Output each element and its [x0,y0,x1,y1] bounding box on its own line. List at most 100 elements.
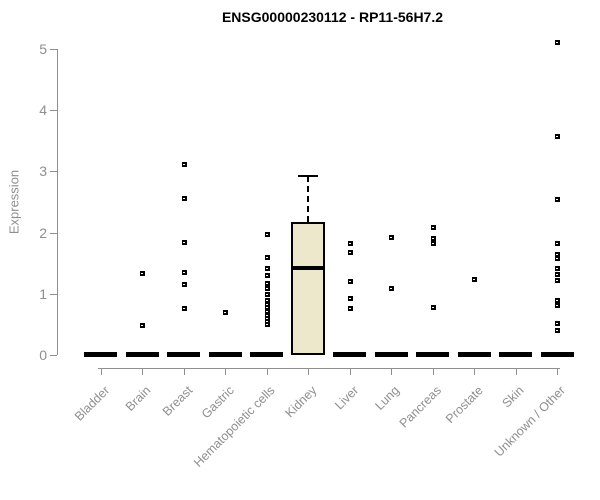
outlier-point [264,280,270,286]
x-axis-tick [308,368,310,375]
outlier-point [347,241,353,246]
x-axis-line [97,368,561,369]
x-tick-label: Bladder [71,383,112,424]
outlier-point [555,327,561,333]
y-tick-label: 2 [39,224,47,241]
outlier-point [347,249,353,255]
outlier-point [181,162,187,168]
y-axis-tick [50,110,57,112]
outlier-point [140,323,146,328]
x-tick-label: Liver [331,383,361,413]
y-tick-label: 4 [39,102,47,119]
x-axis-tick [391,368,393,375]
collapsed-box-bar [167,352,201,357]
x-axis-tick [142,368,144,375]
x-axis-tick [100,368,102,375]
x-axis-tick [349,368,351,375]
outlier-point [181,195,187,201]
outlier-point [555,133,561,139]
outlier-point [347,296,353,302]
y-axis-tick [50,355,57,356]
x-tick-label: Gastric [198,383,237,422]
x-tick-label: Lung [372,383,403,413]
collapsed-box-bar [125,352,159,357]
outlier-point [264,312,270,318]
outlier-point [181,269,187,275]
y-tick-label: 3 [39,163,47,180]
x-tick-label: Kidney [282,383,320,421]
outlier-point [264,232,270,238]
median-line [291,266,326,271]
y-tick-label: 5 [39,41,47,57]
outlier-point [430,225,436,231]
outlier-point [555,321,561,327]
outlier-point [223,310,229,316]
outlier-point [264,266,270,272]
x-axis-tick [225,368,227,375]
x-tick-label: Skin [499,383,527,411]
outlier-point [264,305,270,311]
y-axis-tick [50,293,57,295]
collapsed-box-bar [250,352,284,357]
collapsed-box-bar [84,352,118,357]
whisker-cap [298,175,319,178]
y-axis-tick [50,171,57,173]
outlier-point [555,297,561,303]
whisker-line [307,176,310,223]
outlier-point [430,241,436,246]
outlier-point [430,305,436,311]
x-tick-label: Hematopoietic cells [191,383,278,470]
outlier-point [264,297,270,303]
outlier-point [264,308,270,314]
outlier-point [430,236,436,242]
x-axis-tick [183,368,185,375]
x-axis-tick [432,368,434,375]
y-axis-tick [50,49,57,50]
collapsed-box-bar [374,352,408,357]
chart-title: ENSG00000230112 - RP11-56H7.2 [221,9,444,25]
outlier-point [181,282,187,287]
outlier-point [140,270,146,276]
outlier-point [555,196,561,202]
outlier-point [264,322,270,328]
outlier-point [264,255,270,261]
outlier-point [181,305,187,311]
outlier-point [347,305,353,311]
y-tick-label: 1 [39,285,47,302]
outlier-point [555,277,561,283]
outlier-point [555,302,561,308]
x-tick-label: Pancreas [396,383,444,431]
outlier-point [555,252,561,258]
x-axis-tick [474,368,476,375]
x-axis-tick [515,368,517,375]
outlier-point [264,316,270,322]
outlier-point [555,266,561,272]
x-tick-label: Brain [122,383,154,414]
x-tick-label: Prostate [442,383,486,427]
outlier-point [264,301,270,307]
outlier-point [389,285,395,291]
outlier-point [555,271,561,277]
collapsed-box-bar [457,352,491,357]
box [291,222,326,355]
outlier-point [264,285,270,291]
outlier-point [264,291,270,297]
outlier-point [472,277,478,283]
collapsed-box-bar [540,352,574,357]
x-axis-tick [266,368,268,375]
x-tick-label: Breast [159,383,195,419]
outlier-point [264,319,270,325]
collapsed-box-bar [333,352,367,357]
outlier-point [555,256,561,262]
collapsed-box-bar [416,352,450,357]
x-axis-tick [557,368,559,375]
y-axis-line [57,49,58,355]
y-axis-tick [50,232,57,234]
outlier-point [181,239,187,245]
outlier-point [264,273,270,279]
outlier-point [555,241,561,246]
outlier-point [555,39,561,45]
outlier-point [389,234,395,240]
collapsed-box-bar [499,352,533,357]
